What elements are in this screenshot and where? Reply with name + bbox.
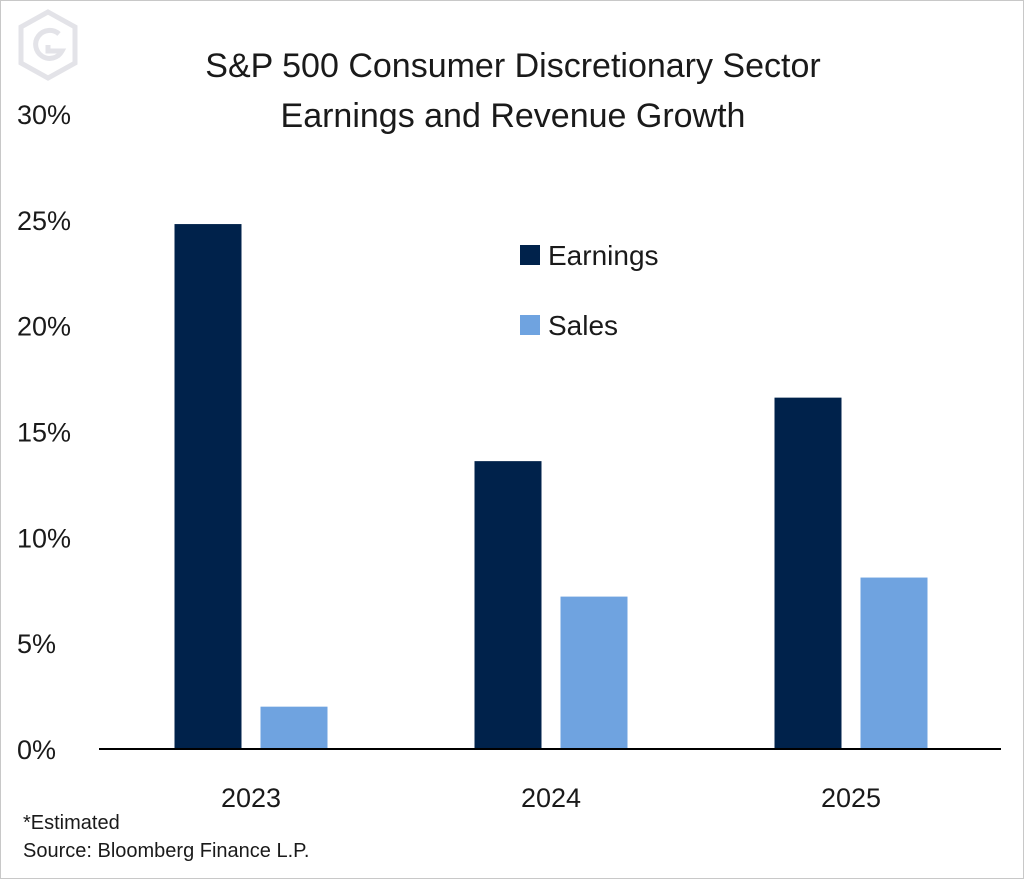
bar-earnings-2025 <box>774 397 842 749</box>
x-tick-label: 2024 <box>521 783 581 813</box>
legend-label-sales: Sales <box>548 310 618 341</box>
y-tick-label: 15% <box>17 418 71 448</box>
bar-earnings-2023 <box>174 224 242 750</box>
x-tick-label: 2023 <box>221 783 281 813</box>
y-tick-label: 10% <box>17 523 71 553</box>
x-tick-label: 2025 <box>821 783 881 813</box>
chart-title-line-1: S&P 500 Consumer Discretionary Sector <box>205 47 821 85</box>
y-tick-label: 20% <box>17 312 71 342</box>
bar-sales-2024 <box>560 596 628 749</box>
y-tick-label: 30% <box>17 100 71 130</box>
y-tick-label: 25% <box>17 206 71 236</box>
legend-swatch-sales <box>520 315 540 335</box>
y-tick-label: 0% <box>17 735 56 765</box>
y-tick-label: 5% <box>17 629 56 659</box>
bar-sales-2023 <box>260 706 328 749</box>
chart-title: S&P 500 Consumer Discretionary Sector Ea… <box>1 41 1024 141</box>
bar-earnings-2024 <box>474 461 542 749</box>
bar-sales-2025 <box>860 577 928 749</box>
hexagon-g-logo-icon <box>18 9 78 81</box>
footnote-estimated: *Estimated <box>23 812 120 834</box>
footnote-source: Source: Bloomberg Finance L.P. <box>23 840 310 862</box>
legend-swatch-earnings <box>520 245 540 265</box>
chart-title-line-2: Earnings and Revenue Growth <box>280 97 746 135</box>
legend-label-earnings: Earnings <box>548 240 659 271</box>
